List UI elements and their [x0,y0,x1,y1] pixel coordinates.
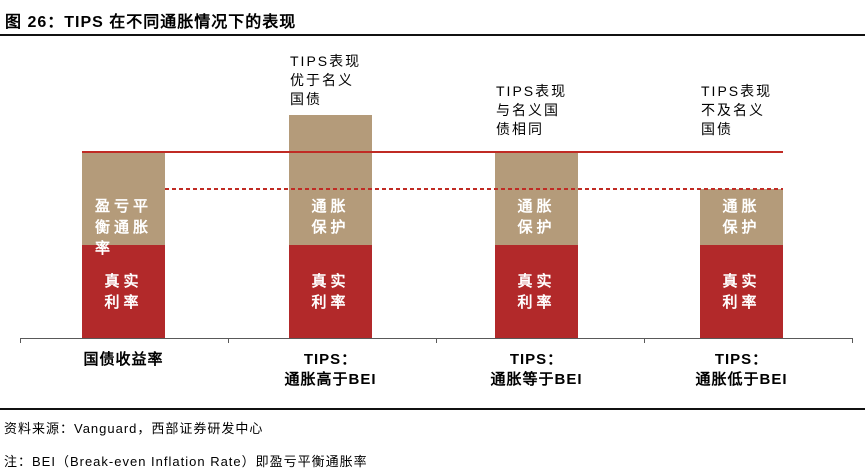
bar-segment-label-text: 真实 利率 [311,272,350,311]
chart-area: 真实 利率 盈亏平 衡通胀 率国债收益率 真实 利率 通胀 保护 TIPS表现 优于名义… [0,40,865,406]
footer-rule [0,408,865,410]
bar-segment-label-text: 真实 利率 [104,272,143,311]
x-axis-tick [20,338,21,343]
figure-title: 图 26：TIPS 在不同通胀情况下的表现 [5,14,297,31]
bar-segment-label-text: 真实 利率 [722,272,761,311]
x-axis-category-label: TIPS： 通胀高于BEI [284,351,377,388]
bar-segment-label-text: 盈亏平 衡通胀 率 [94,197,152,257]
x-axis-tick [852,338,853,343]
bar-segment-label-text: 通胀 保护 [517,198,556,237]
bar-segment-real-rate [82,245,165,338]
bar-annotation: TIPS表现 与名义国 债相同 [496,83,568,137]
bar-annotation: TIPS表现 不及名义 国债 [701,83,773,137]
bar-segment-label: 真实 利率 [82,245,165,338]
note-text: 注：BEI（Break-even Inflation Rate）即盈亏平衡通胀率 [4,454,368,469]
bar-segment-label: 通胀 保护 [289,189,372,245]
bar-segment-inflation [700,189,783,245]
reference-line-solid [82,151,783,153]
bar-segment-real-rate [495,245,578,338]
bar-segment-label: 通胀 保护 [495,189,578,245]
x-axis-category-label: 国债收益率 [83,351,164,368]
bar-segment-inflation [82,152,165,245]
reference-line-dashed [165,188,783,191]
x-axis-category-label: TIPS： 通胀等于BEI [490,351,583,388]
bar-segment-label: 真实 利率 [289,245,372,338]
bar-segment-real-rate [700,245,783,338]
bar-segment-label: 盈亏平 衡通胀 率 [82,189,165,257]
x-axis-tick [644,338,645,343]
bar-segment-label-text: 真实 利率 [517,272,556,311]
bar-segment-label-text: 通胀 保护 [311,198,350,237]
bar-segment-label: 真实 利率 [495,245,578,338]
bar-segment-label-text: 通胀 保护 [722,198,761,237]
x-axis-tick [436,338,437,343]
bar-annotation: TIPS表现 优于名义 国债 [290,53,362,107]
bar-segment-real-rate [289,245,372,338]
source-text: 资料来源：Vanguard，西部证券研发中心 [4,421,264,436]
bar-segment-label: 通胀 保护 [700,189,783,245]
x-axis-tick [228,338,229,343]
bar-segment-label: 真实 利率 [700,245,783,338]
title-rule [0,34,865,36]
bar-segment-inflation [495,152,578,245]
x-axis-category-label: TIPS： 通胀低于BEI [695,351,788,388]
bar-segment-inflation [289,114,372,245]
